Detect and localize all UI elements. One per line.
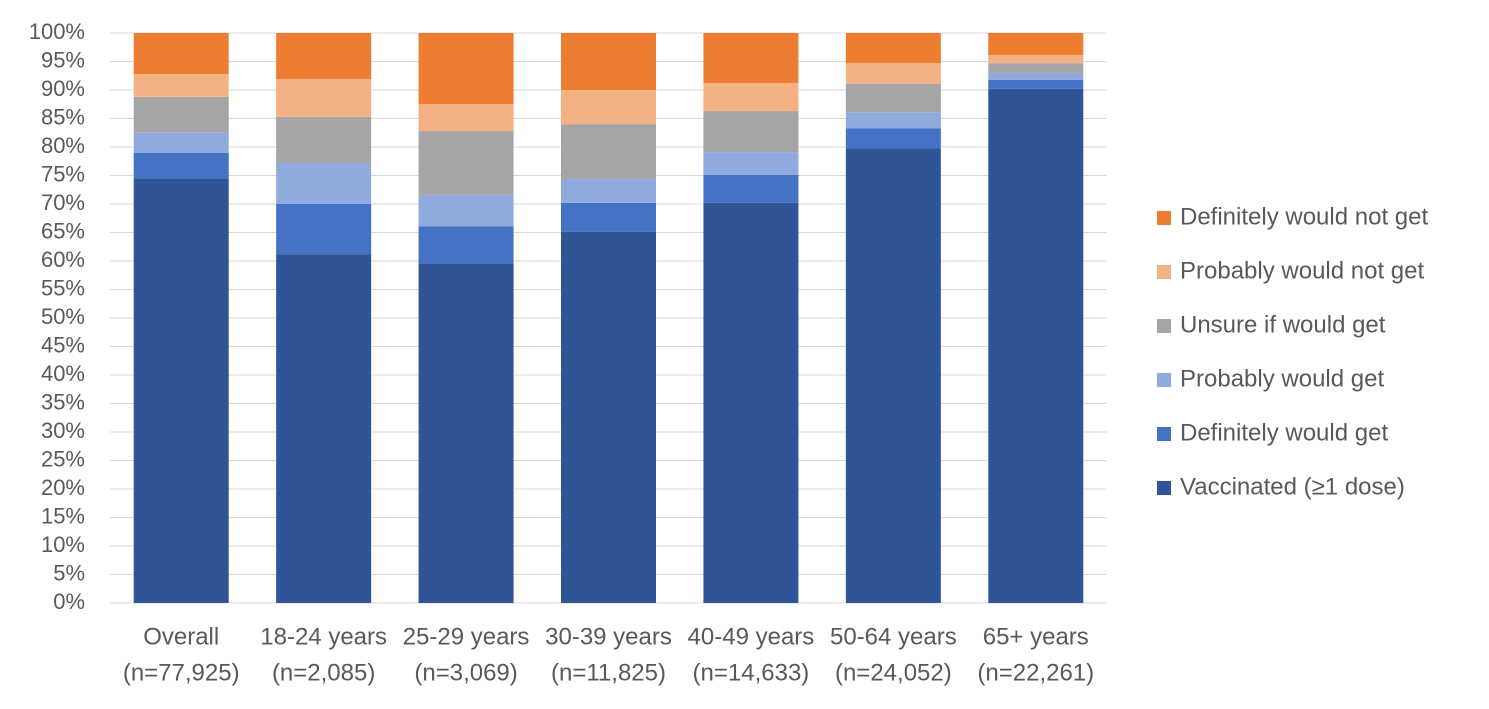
- x-tick-label: (n=11,825): [551, 659, 666, 686]
- y-tick-label: 30%: [41, 418, 85, 443]
- bar-segment: [845, 128, 941, 149]
- y-tick-label: 60%: [41, 247, 85, 272]
- legend-swatch: [1157, 211, 1171, 225]
- x-tick-label: Overall: [143, 623, 219, 650]
- y-tick-label: 20%: [41, 475, 85, 500]
- bar-segment: [276, 33, 372, 80]
- y-tick-label: 70%: [41, 190, 85, 215]
- bar-segment: [561, 33, 656, 90]
- y-tick-label: 40%: [41, 361, 85, 386]
- legend-label: Probably would not get: [1180, 257, 1424, 284]
- bar-segment: [703, 33, 799, 84]
- x-tick-label: (n=24,052): [835, 659, 952, 686]
- bar-segment: [418, 194, 514, 227]
- y-tick-label: 35%: [41, 389, 85, 414]
- y-tick-label: 15%: [41, 503, 85, 528]
- x-tick-label: 18-24 years: [260, 623, 387, 650]
- bar-segment: [133, 152, 229, 179]
- legend-swatch: [1157, 265, 1171, 279]
- bar-segment: [703, 174, 799, 203]
- y-tick-label: 80%: [41, 133, 85, 158]
- x-tick-label: (n=2,085): [272, 659, 375, 686]
- y-tick-label: 10%: [41, 532, 85, 557]
- bar-segment: [561, 178, 656, 203]
- bar-segment: [276, 162, 372, 204]
- x-tick-label: (n=77,925): [123, 659, 240, 686]
- x-tick-label: 25-29 years: [403, 623, 530, 650]
- bar-segment: [276, 254, 372, 603]
- bar-segment: [276, 79, 372, 117]
- x-tick-label: 65+ years: [983, 623, 1089, 650]
- bar-segment: [988, 55, 1084, 64]
- bar-segment: [561, 124, 656, 179]
- bar-segment: [703, 111, 799, 153]
- bar-segment: [133, 33, 229, 75]
- legend-swatch: [1157, 319, 1171, 333]
- x-tick-label: (n=3,069): [414, 659, 517, 686]
- bar-segment: [133, 178, 229, 603]
- y-tick-label: 5%: [53, 560, 85, 585]
- bar-segment: [561, 231, 656, 603]
- bar-segment: [845, 33, 941, 64]
- bar-segment: [703, 152, 799, 175]
- y-tick-label: 50%: [41, 304, 85, 329]
- y-tick-label: 65%: [41, 218, 85, 243]
- bar-segment: [845, 63, 941, 84]
- bar-segment: [561, 90, 656, 125]
- bar-segment: [988, 79, 1084, 89]
- legend-label: Probably would get: [1180, 365, 1384, 392]
- bar-segment: [988, 88, 1084, 604]
- legend-swatch: [1157, 373, 1171, 387]
- bar-segment: [133, 74, 229, 97]
- x-tick-label: 30-39 years: [545, 623, 672, 650]
- bar-segment: [703, 202, 799, 604]
- legend-label: Definitely would not get: [1180, 203, 1428, 230]
- bar-segment: [418, 263, 514, 603]
- bar-segment: [988, 72, 1084, 80]
- bar-segment: [276, 204, 372, 255]
- y-tick-label: 100%: [29, 19, 85, 44]
- bar-segment: [845, 148, 941, 603]
- x-tick-label: (n=22,261): [977, 659, 1094, 686]
- y-tick-label: 90%: [41, 76, 85, 101]
- bar-segment: [703, 83, 799, 112]
- y-tick-label: 0%: [53, 589, 85, 614]
- legend-swatch: [1157, 481, 1171, 495]
- x-tick-label: (n=14,633): [693, 659, 810, 686]
- bar-segment: [133, 96, 229, 133]
- bar-segment: [276, 116, 372, 163]
- legend-swatch: [1157, 427, 1171, 441]
- y-tick-label: 75%: [41, 161, 85, 186]
- bar-segment: [845, 112, 941, 129]
- y-tick-label: 85%: [41, 104, 85, 129]
- legend-label: Definitely would get: [1180, 419, 1388, 446]
- bar-segment: [845, 83, 941, 113]
- bar-segment: [418, 104, 514, 132]
- y-tick-label: 55%: [41, 275, 85, 300]
- bar-segment: [561, 202, 656, 232]
- bar-segment: [418, 226, 514, 264]
- bar-segment: [133, 132, 229, 153]
- bar-segment: [988, 63, 1084, 73]
- bar-segment: [418, 131, 514, 195]
- y-tick-label: 25%: [41, 446, 85, 471]
- bar-segment: [988, 33, 1084, 56]
- x-tick-label: 50-64 years: [830, 623, 957, 650]
- legend-label: Unsure if would get: [1180, 311, 1386, 338]
- bar-segment: [418, 33, 514, 105]
- y-tick-label: 45%: [41, 332, 85, 357]
- y-tick-label: 95%: [41, 47, 85, 72]
- x-tick-label: 40-49 years: [688, 623, 815, 650]
- legend-label: Vaccinated (≥1 dose): [1180, 473, 1405, 500]
